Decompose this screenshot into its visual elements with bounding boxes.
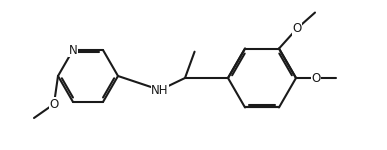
Text: N: N — [68, 44, 77, 57]
Text: NH: NH — [151, 84, 169, 96]
Text: O: O — [312, 72, 320, 84]
Text: O: O — [50, 98, 58, 111]
Text: O: O — [292, 22, 301, 35]
